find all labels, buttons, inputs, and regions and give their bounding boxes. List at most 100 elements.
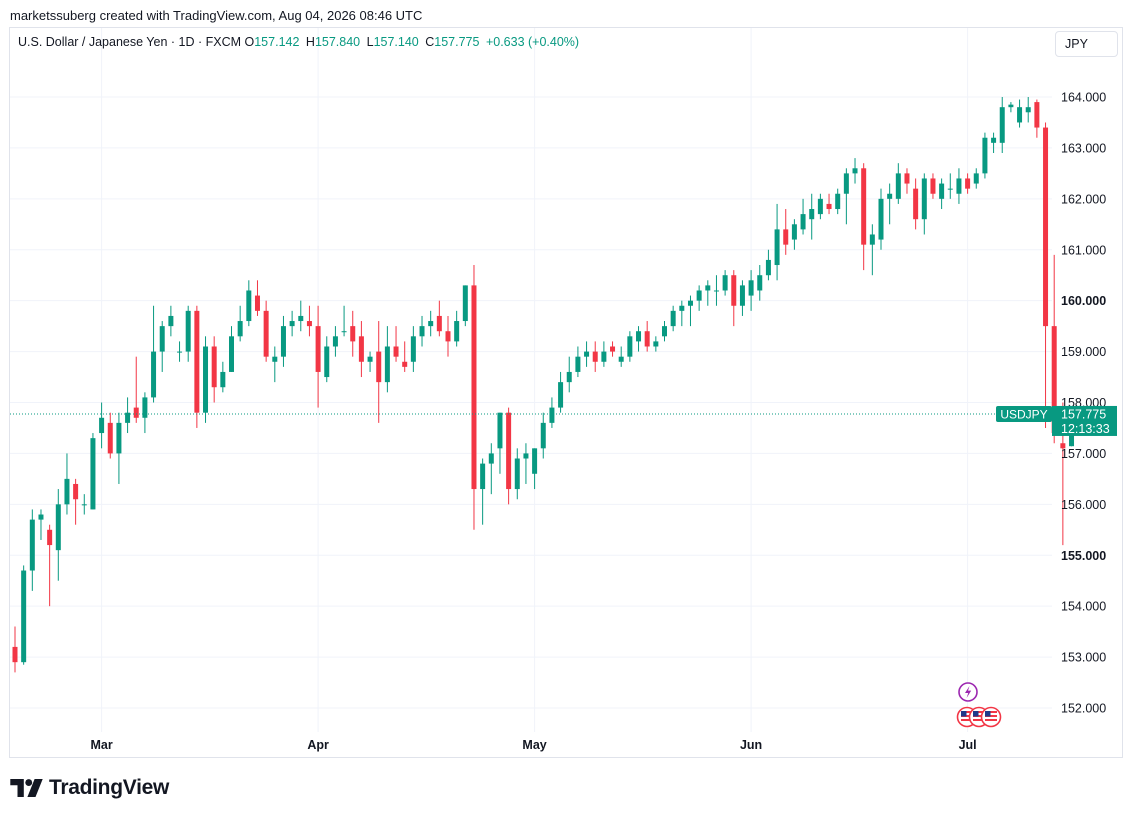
candle[interactable] xyxy=(263,300,269,362)
candle[interactable] xyxy=(488,443,494,495)
candle[interactable] xyxy=(843,168,849,225)
candle[interactable] xyxy=(1008,102,1014,113)
candle[interactable] xyxy=(540,412,546,459)
candle[interactable] xyxy=(584,341,590,367)
candle[interactable] xyxy=(713,275,719,306)
candle[interactable] xyxy=(1025,97,1031,123)
candle[interactable] xyxy=(254,280,260,316)
candle[interactable] xyxy=(835,188,841,215)
candle[interactable] xyxy=(618,346,624,367)
candle[interactable] xyxy=(523,443,529,484)
candle[interactable] xyxy=(687,295,693,327)
candle[interactable] xyxy=(21,565,27,665)
candle[interactable] xyxy=(306,305,312,337)
candle[interactable] xyxy=(679,300,685,327)
candle[interactable] xyxy=(428,310,434,337)
candle[interactable] xyxy=(159,321,165,372)
candle[interactable] xyxy=(601,341,607,367)
candle[interactable] xyxy=(991,132,997,154)
candle[interactable] xyxy=(445,315,451,357)
candle[interactable] xyxy=(480,458,486,525)
candle[interactable] xyxy=(116,412,122,484)
candle[interactable] xyxy=(722,270,728,296)
candle[interactable] xyxy=(272,346,278,383)
candle[interactable] xyxy=(107,412,113,459)
candle[interactable] xyxy=(47,524,53,607)
candle[interactable] xyxy=(229,326,234,372)
candle[interactable] xyxy=(783,209,789,255)
candle[interactable] xyxy=(549,397,555,428)
candle[interactable] xyxy=(592,341,598,372)
candle[interactable] xyxy=(211,336,217,403)
candle[interactable] xyxy=(921,173,927,235)
candle[interactable] xyxy=(38,509,44,540)
candle[interactable] xyxy=(341,305,347,337)
candle[interactable] xyxy=(887,183,893,225)
candle[interactable] xyxy=(532,448,538,490)
candle[interactable] xyxy=(376,321,382,423)
candle[interactable] xyxy=(125,397,131,434)
candle[interactable] xyxy=(1043,122,1049,428)
candle[interactable] xyxy=(852,158,858,184)
us-flag-icon[interactable] xyxy=(980,706,1002,728)
candle[interactable] xyxy=(90,433,96,510)
candle[interactable] xyxy=(705,280,711,306)
candle[interactable] xyxy=(1034,99,1040,138)
candle[interactable] xyxy=(142,392,148,434)
candle[interactable] xyxy=(670,305,676,332)
candle[interactable] xyxy=(55,489,61,581)
candle[interactable] xyxy=(644,321,650,352)
candle[interactable] xyxy=(384,326,390,393)
candle[interactable] xyxy=(1017,99,1023,128)
candle[interactable] xyxy=(471,265,477,530)
tradingview-brand[interactable]: TradingView xyxy=(10,776,169,800)
candle[interactable] xyxy=(731,270,737,327)
candle[interactable] xyxy=(358,321,364,378)
us-flag-icon[interactable] xyxy=(968,706,990,728)
candle[interactable] xyxy=(514,448,520,500)
candle[interactable] xyxy=(965,173,971,194)
lightning-icon[interactable] xyxy=(958,682,978,702)
candle[interactable] xyxy=(636,326,642,352)
candle[interactable] xyxy=(930,173,936,199)
candle[interactable] xyxy=(315,305,321,408)
candle[interactable] xyxy=(913,178,919,230)
currency-button[interactable]: JPY xyxy=(1055,31,1118,57)
candle[interactable] xyxy=(999,97,1005,154)
candle[interactable] xyxy=(627,331,633,362)
candle[interactable] xyxy=(64,453,70,515)
candle[interactable] xyxy=(168,305,174,337)
candle[interactable] xyxy=(506,407,512,505)
candle[interactable] xyxy=(332,326,338,357)
candle[interactable] xyxy=(194,305,200,428)
candle[interactable] xyxy=(662,321,667,342)
candle[interactable] xyxy=(878,188,884,250)
candle[interactable] xyxy=(185,305,191,362)
candle[interactable] xyxy=(393,326,399,362)
candle[interactable] xyxy=(324,336,330,383)
candle[interactable] xyxy=(869,224,875,276)
candle[interactable] xyxy=(237,305,243,342)
candle[interactable] xyxy=(973,168,979,189)
candle[interactable] xyxy=(791,219,797,250)
candle[interactable] xyxy=(497,412,503,474)
candle[interactable] xyxy=(826,193,832,215)
candle[interactable] xyxy=(436,300,442,337)
candle[interactable] xyxy=(12,626,18,673)
candle[interactable] xyxy=(558,371,564,413)
candle[interactable] xyxy=(133,356,139,423)
candle[interactable] xyxy=(298,300,304,332)
candle[interactable] xyxy=(289,310,295,337)
candle[interactable] xyxy=(982,132,988,179)
candle[interactable] xyxy=(904,168,910,194)
candle[interactable] xyxy=(280,315,286,367)
candle[interactable] xyxy=(739,280,745,316)
candle[interactable] xyxy=(73,478,79,525)
candle[interactable] xyxy=(757,265,763,301)
candle[interactable] xyxy=(653,336,659,352)
candle[interactable] xyxy=(402,341,408,372)
candle[interactable] xyxy=(774,203,780,281)
candle[interactable] xyxy=(177,341,183,362)
candle[interactable] xyxy=(454,310,460,347)
